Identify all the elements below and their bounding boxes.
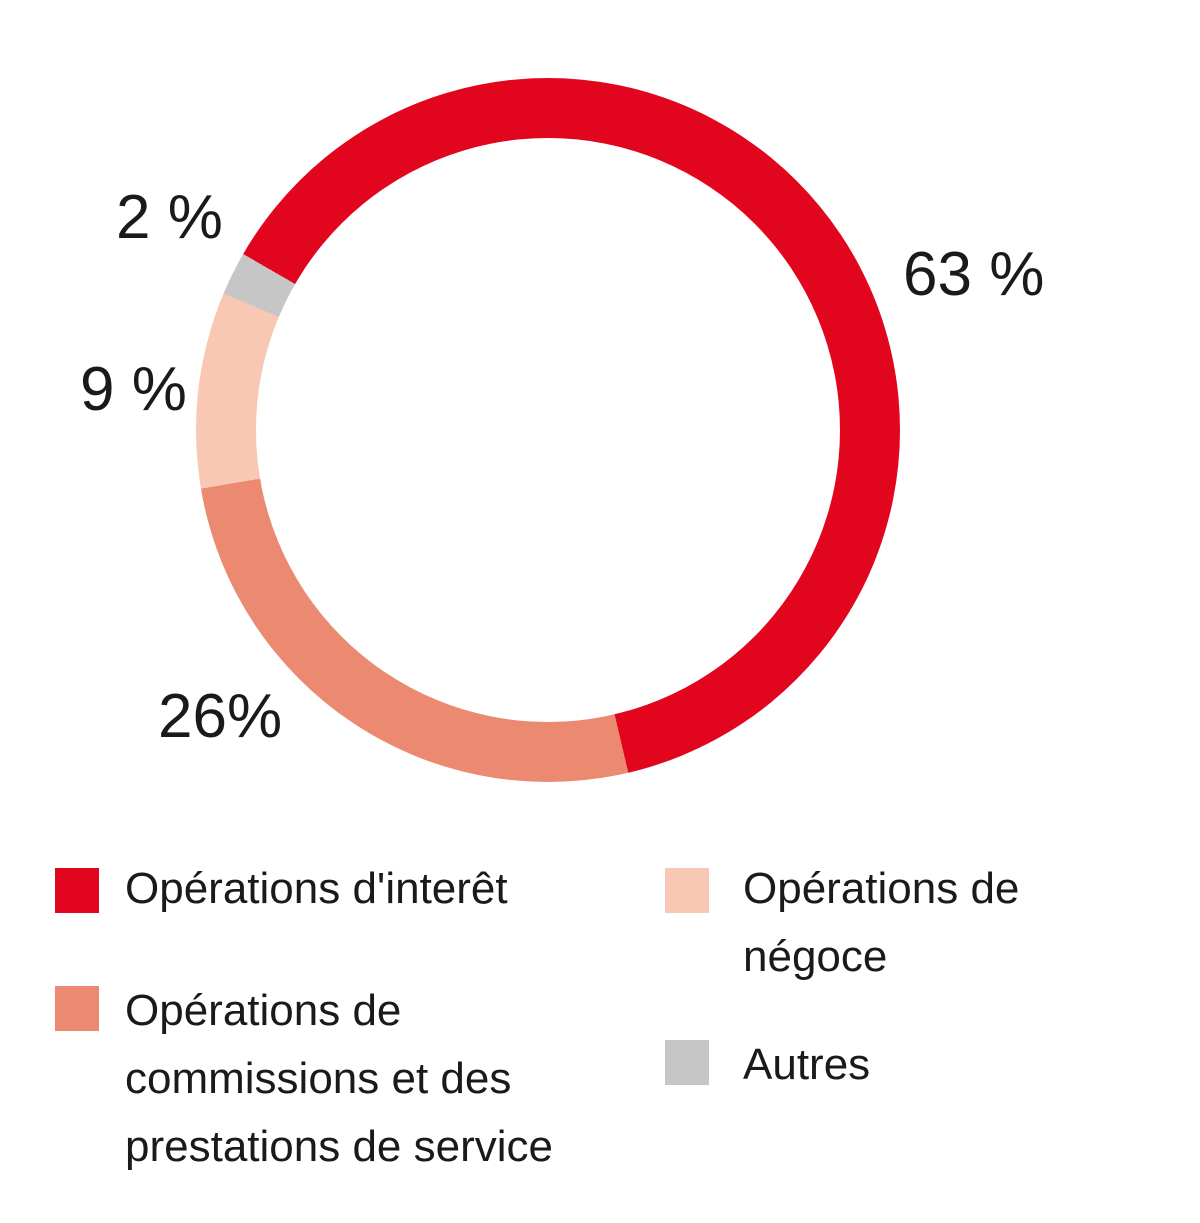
legend-label-commissions: Opérations de commissions et des prestat…: [125, 986, 553, 1171]
legend-label-negoce: Opérations de négoce: [743, 864, 1020, 981]
slice-label-interet: 63 %: [903, 240, 1045, 309]
slice-label-commissions: 26%: [158, 682, 283, 751]
legend-label-interet: Opérations d'interêt: [125, 864, 508, 913]
donut-chart: [196, 78, 900, 782]
slice-label-autres: 2 %: [116, 183, 223, 252]
legend-swatch-interet: [55, 868, 99, 913]
legend-swatch-negoce: [665, 868, 709, 913]
legend-swatch-autres: [665, 1040, 709, 1085]
donut-hole: [256, 138, 840, 722]
legend-swatch-commissions: [55, 986, 99, 1031]
legend-label-autres: Autres: [743, 1040, 871, 1089]
slice-label-negoce: 9 %: [80, 355, 187, 424]
